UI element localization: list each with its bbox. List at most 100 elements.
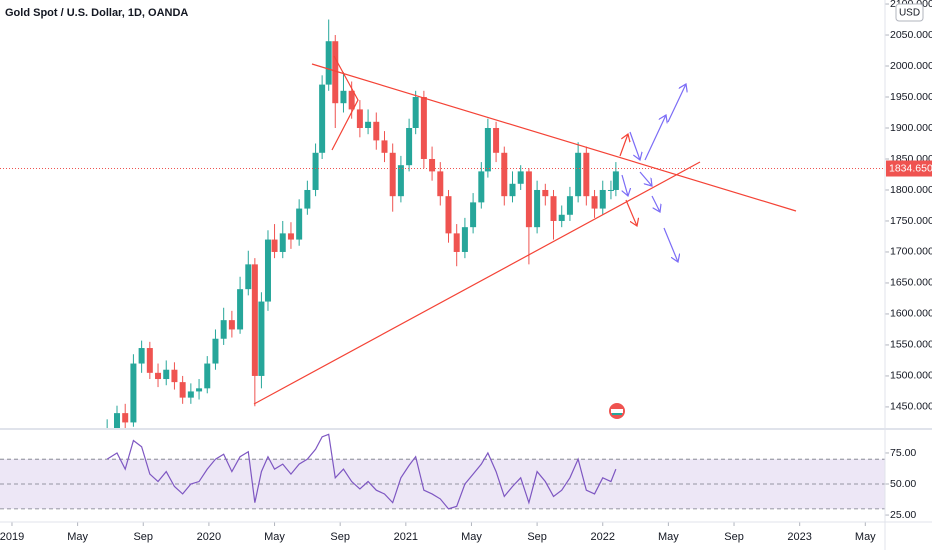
candle-body: [348, 90, 355, 110]
candle-body: [591, 196, 598, 209]
candle-body: [155, 372, 162, 380]
arrow: [619, 134, 628, 157]
candle-body: [146, 348, 153, 373]
candle-body: [251, 264, 258, 376]
candle-body: [212, 338, 219, 364]
candle-body: [461, 227, 468, 252]
arrow: [663, 227, 678, 262]
x-tick-label: May: [658, 531, 679, 543]
y-tick-label: 1800.000: [890, 184, 932, 196]
candle-body: [332, 41, 339, 104]
y-tick-label: 50.00: [890, 478, 916, 490]
candle-body: [542, 189, 549, 197]
candle-body: [138, 348, 145, 364]
candle-body: [534, 189, 541, 228]
candle-body: [237, 289, 244, 330]
candle-body: [312, 152, 319, 190]
candle-body: [397, 165, 404, 197]
candle-body: [287, 233, 294, 240]
trendline: [311, 63, 797, 212]
y-tick-label: 1900.000: [890, 122, 932, 134]
chart-title: Gold Spot / U.S. Dollar, 1D, OANDA: [5, 7, 188, 19]
y-tick-label: 1750.000: [890, 215, 932, 227]
candle-body: [279, 233, 286, 252]
x-tick-label: 2023: [787, 531, 811, 543]
candle-body: [478, 171, 485, 203]
candle-body: [445, 196, 452, 234]
candle-body: [365, 121, 372, 128]
candle-body: [325, 41, 332, 85]
candle-body: [493, 127, 500, 153]
y-tick-label: 1950.000: [890, 91, 932, 103]
candle-body: [509, 183, 516, 197]
y-tick-label: 1500.000: [890, 370, 932, 382]
arrow: [639, 171, 652, 186]
candles: [106, 19, 619, 428]
candle-body: [271, 239, 278, 252]
candle-body: [525, 171, 532, 228]
arrow: [622, 174, 628, 196]
candle-body: [607, 189, 614, 191]
x-tick-label: 2022: [591, 531, 615, 543]
arrow: [625, 199, 637, 226]
x-tick-label: 2019: [0, 531, 24, 543]
y-tick-label: 2000.000: [890, 60, 932, 72]
pennant: [331, 55, 359, 151]
candle-body: [575, 152, 582, 197]
candle-body: [437, 171, 444, 197]
candle-body: [420, 97, 427, 159]
candle-body: [517, 171, 524, 184]
y-tick-label: 1650.000: [890, 277, 932, 289]
y-tick-label: 1600.000: [890, 308, 932, 320]
currency: USD: [899, 8, 920, 19]
candle-body: [114, 413, 121, 428]
candle-body: [204, 363, 211, 389]
rsi-line: [106, 433, 617, 510]
y-tick-label: 1550.000: [890, 339, 932, 351]
candle-body: [171, 369, 178, 383]
candle-body: [612, 171, 619, 190]
x-tick-label: May: [67, 531, 88, 543]
arrow: [651, 195, 660, 212]
x-tick-label: Sep: [724, 531, 744, 543]
x-tick-label: Sep: [133, 531, 153, 543]
candle-body: [187, 391, 194, 398]
candle-body: [130, 363, 137, 423]
candle-body: [373, 121, 380, 141]
candle-body: [163, 369, 170, 380]
trendline: [253, 161, 701, 405]
candle-body: [412, 97, 419, 128]
candle-body: [470, 202, 477, 228]
candle-body: [356, 109, 363, 128]
candle-body: [381, 140, 388, 153]
candle-body: [319, 84, 326, 153]
candle-body: [258, 301, 265, 376]
x-tick-label: May: [855, 531, 876, 543]
y-tick-label: 1450.000: [890, 401, 932, 413]
y-tick-label: 1700.000: [890, 246, 932, 258]
candle-body: [550, 196, 557, 221]
x-tick-label: Sep: [330, 531, 350, 543]
x-tick-label: May: [264, 531, 285, 543]
candle-body: [340, 90, 347, 104]
candle-body: [583, 152, 590, 197]
logo: [609, 403, 625, 419]
candle-body: [304, 189, 311, 209]
last-price-label: 1834.650: [889, 162, 932, 174]
arrow: [644, 115, 666, 161]
candle-body: [245, 264, 252, 290]
currency-box: [895, 3, 924, 22]
last-price-box: [886, 160, 932, 177]
arrow: [667, 84, 686, 123]
y-tick-label: 75.00: [890, 447, 916, 459]
candle-body: [558, 214, 565, 221]
x-tick-label: May: [461, 531, 482, 543]
candle-body: [296, 208, 303, 240]
candle-body: [406, 127, 413, 166]
y-tick-label: 25.00: [890, 509, 916, 521]
x-tick-label: 2021: [394, 531, 418, 543]
candle-body: [179, 382, 186, 398]
candle-body: [429, 158, 436, 172]
